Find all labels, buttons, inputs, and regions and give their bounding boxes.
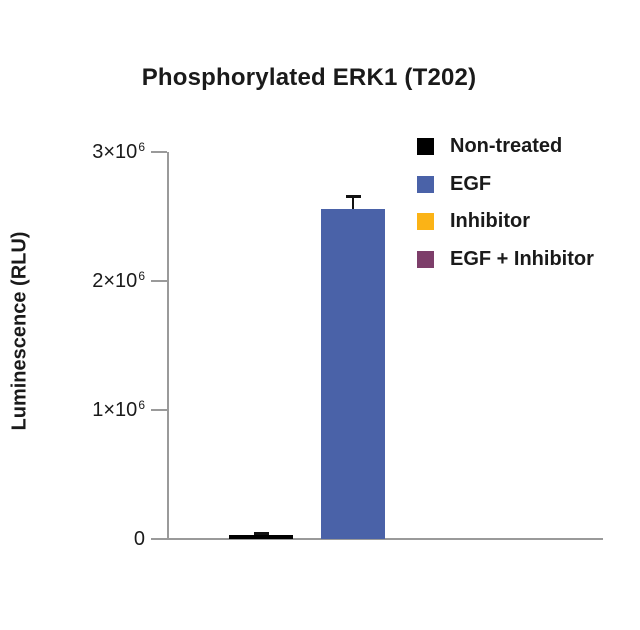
error-bar-stem-egf <box>352 195 354 209</box>
legend-swatch-egf <box>417 175 434 193</box>
legend-label-egf: EGF <box>450 172 492 195</box>
legend-swatch-inhibitor <box>417 213 434 231</box>
legend-item-egf-inhibitor: EGF + Inhibitor <box>417 242 594 276</box>
bar-egf <box>321 208 385 539</box>
bar-non-treated <box>229 535 293 539</box>
legend-swatch-non-treated <box>417 138 434 155</box>
legend-item-egf: EGF <box>417 167 491 201</box>
y-tick-label: 3×106 <box>0 140 145 166</box>
y-axis-line <box>167 152 169 539</box>
y-tick-line <box>151 280 167 282</box>
y-tick-line <box>151 538 167 540</box>
legend-item-inhibitor: Inhibitor <box>417 205 530 239</box>
y-tick-label: 0 <box>0 527 145 551</box>
y-tick-label: 1×106 <box>0 398 145 424</box>
error-bar-cap-egf <box>345 194 361 198</box>
y-tick-exponent: 6 <box>138 398 145 412</box>
y-tick-text: 2×10 <box>92 270 138 292</box>
legend-label-egf-inhibitor: EGF + Inhibitor <box>450 247 594 270</box>
legend-label-non-treated: Non-treated <box>450 135 563 157</box>
y-tick-line <box>151 409 167 411</box>
y-tick-text: 3×10 <box>92 141 138 163</box>
x-axis-line <box>167 538 603 540</box>
y-tick-line <box>151 151 167 153</box>
legend-swatch-egf-inhibitor <box>417 250 434 268</box>
y-tick-text: 1×10 <box>92 399 138 421</box>
y-tick-text: 0 <box>133 528 145 550</box>
legend-item-non-treated: Non-treated <box>417 130 562 164</box>
legend-label-inhibitor: Inhibitor <box>450 210 530 233</box>
chart-title: Phosphorylated ERK1 (T202) <box>141 64 477 91</box>
y-tick-exponent: 6 <box>138 140 145 154</box>
y-tick-exponent: 6 <box>138 269 145 283</box>
y-tick-label: 2×106 <box>0 269 145 295</box>
error-bar-cap-non-treated <box>253 531 269 535</box>
